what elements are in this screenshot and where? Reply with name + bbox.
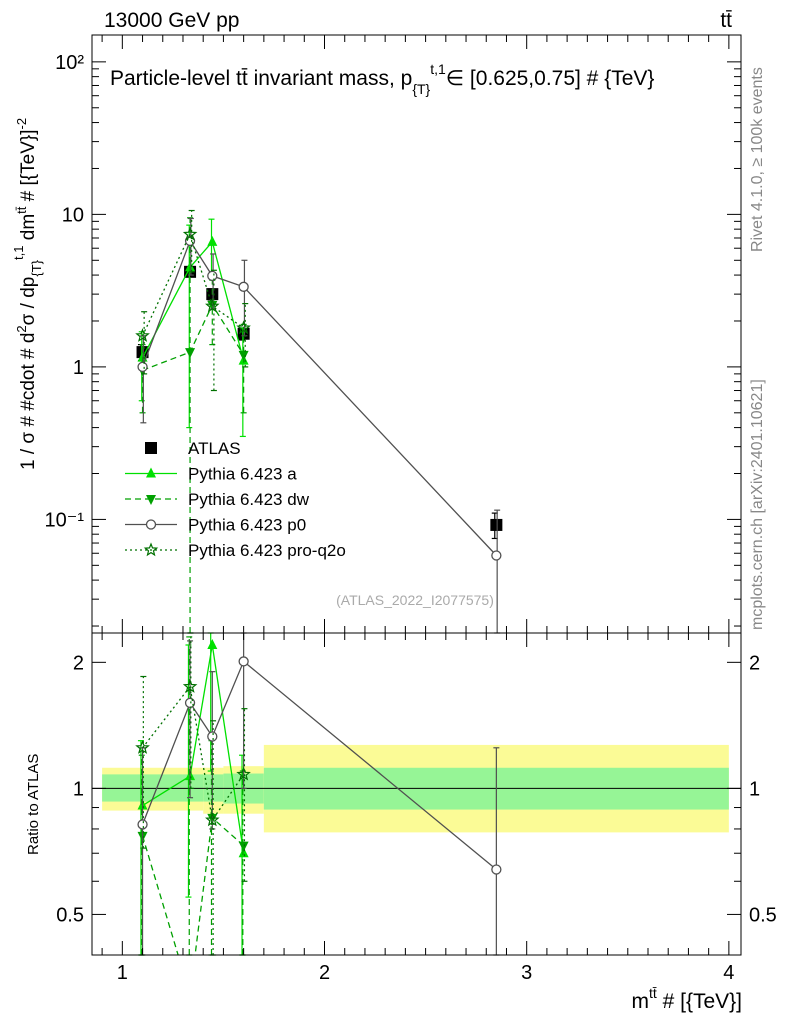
ratio-series-3: [135, 632, 251, 956]
ratio-panel: 0.5 0.5 1 1 2 2 1 2 3 4 Ratio to ATLAS mtt̄ # [{T…: [25, 632, 777, 1013]
main-point-4-1: [182, 226, 198, 241]
ratio-ytick-label-left-2: 2: [73, 652, 84, 674]
main-ytick-label-2: 10: [62, 204, 84, 226]
main-line-1: [141, 240, 245, 361]
ratio-ylabel: Ratio to ATLAS: [25, 754, 42, 855]
ratio-point-2-2: [207, 731, 218, 742]
main-point-4-0: [135, 328, 150, 342]
ratio-series-2: [137, 632, 502, 956]
legend-marker-1: [146, 467, 156, 478]
legend-label-0: ATLAS: [188, 439, 241, 458]
ratio-point-3-2: [205, 812, 220, 827]
main-point-3-4: [491, 550, 502, 561]
ratio-frame: [91, 632, 742, 956]
main-point-2-3: [238, 350, 249, 361]
main-series-3: [137, 217, 502, 634]
rivet-label: Rivet 4.1.0, ≥ 100k events: [749, 67, 766, 252]
ratio-point-0-3: [238, 847, 249, 858]
legend: ATLAS Pythia 6.423 a Pythia 6.423 dw Pythia…: [125, 439, 346, 560]
main-ticks: 10⁻¹ 1 10 10²: [45, 35, 741, 633]
ratio-point-2-0: [137, 819, 148, 830]
main-line-2: [142, 303, 245, 371]
legend-label-2: Pythia 6.423 dw: [188, 490, 310, 509]
ratio-ticks: 0.5 0.5 1 1 2 2 1 2 3 4: [56, 633, 777, 984]
ratio-xtick-label-0: 1: [117, 962, 128, 984]
main-point-1-1: [185, 261, 196, 272]
mcplots-label: mcplots.cern.ch [arXiv:2401.10621]: [749, 379, 766, 630]
ratio-ytick-label-left-0: 0.5: [56, 904, 84, 926]
ratio-point-3-0: [135, 740, 150, 754]
ratio-ytick-label-left-1: 1: [73, 778, 84, 800]
main-line-4: [141, 232, 245, 337]
main-point-3-2: [207, 270, 218, 282]
main-title: Particle-level tt̄ invariant mass, p{T}t…: [110, 61, 654, 97]
ratio-point-1-3: [238, 841, 249, 852]
main-point-1-2: [207, 235, 218, 246]
ratio-point-2-4: [491, 864, 502, 875]
watermark: (ATLAS_2022_I2077575): [336, 592, 494, 608]
main-series-1: [137, 218, 249, 438]
energy-label: 13000 GeV pp: [104, 9, 239, 32]
main-ylabel: 1 / σ # #cdot # d2σ / dp{T}t,1 dmtt̄ # […: [11, 118, 44, 470]
legend-marker-0: [145, 442, 157, 454]
ratio-ytick-label-right-1: 1: [749, 778, 760, 800]
main-series: [135, 209, 503, 634]
main-ytick-label-1: 1: [73, 357, 84, 379]
ratio-xtick-label-1: 2: [319, 962, 330, 984]
ratio-point-3-3: [236, 766, 251, 781]
main-series-4: [135, 209, 251, 392]
main-point-3-0: [137, 361, 148, 373]
legend-label-4: Pythia 6.423 pro-q2o: [188, 541, 346, 560]
main-series-2: [137, 217, 249, 634]
legend-marker-3: [145, 519, 157, 530]
ratio-xtick-label-2: 3: [521, 962, 532, 984]
main-point-4-2: [205, 298, 220, 313]
ratio-point-0-2: [207, 638, 218, 649]
ratio-line-3: [142, 685, 245, 822]
ratio-point-2-3: [238, 656, 249, 667]
ratio-ytick-label-right-2: 2: [749, 652, 760, 674]
ratio-line-0: [142, 644, 245, 854]
ratio-point-2-1: [184, 697, 196, 709]
x-axis-label: mtt̄ # [{TeV}]: [631, 985, 742, 1013]
main-point-0-4: [490, 518, 503, 531]
main-point-2-1: [185, 348, 196, 359]
legend-label-3: Pythia 6.423 p0: [188, 516, 306, 535]
ratio-line-1: [141, 816, 245, 955]
main-point-3-3: [238, 281, 249, 292]
legend-label-1: Pythia 6.423 a: [188, 465, 297, 484]
process-label: tt̄: [720, 9, 732, 32]
legend-marker-4: [143, 542, 159, 557]
main-panel: 10⁻¹ 1 10 10² Particle-level tt̄ invariant …: [11, 34, 742, 634]
main-series-0: [136, 265, 503, 540]
main-point-4-3: [236, 320, 251, 335]
ratio-point-3-1: [182, 678, 198, 693]
ratio-xtick-label-3: 4: [723, 962, 734, 984]
ratio-ytick-label-right-0: 0.5: [749, 904, 777, 926]
main-ytick-label-3: 10²: [55, 52, 84, 74]
main-ytick-label-0: 10⁻¹: [45, 509, 85, 531]
legend-marker-2: [146, 495, 156, 505]
ratio-series: [135, 632, 502, 956]
